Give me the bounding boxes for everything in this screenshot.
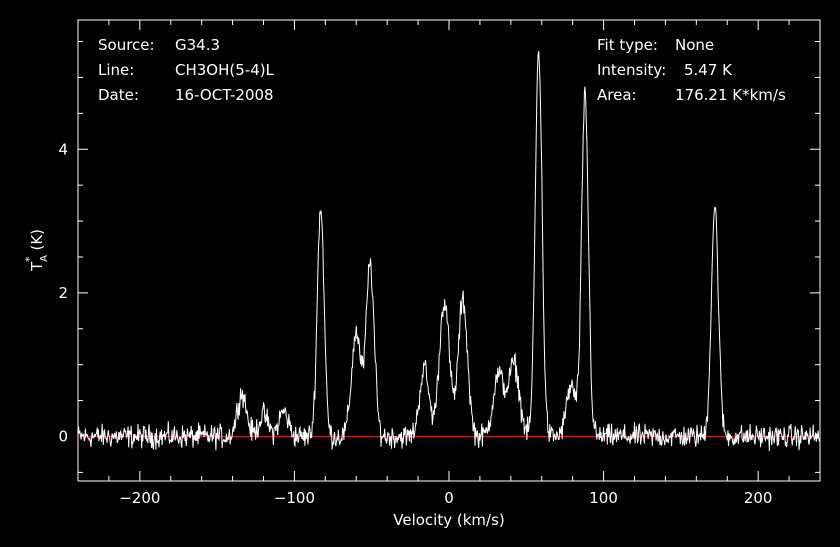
fit-type-label: Fit type: [597, 36, 658, 54]
x-tick-label: 0 [444, 489, 454, 507]
line-value: CH3OH(5-4)L [175, 61, 275, 79]
source-value: G34.3 [175, 36, 220, 54]
source-label: Source: [98, 36, 155, 54]
line-label: Line: [98, 61, 134, 79]
info-panel-right: Fit type: None Intensity: 5.47 K Area: 1… [597, 36, 786, 104]
y-axis-label: TA* (K) [23, 229, 50, 272]
intensity-label: Intensity: [597, 61, 666, 79]
y-axis-label-sub: A [39, 255, 50, 262]
area-value: 176.21 K*km/s [675, 86, 786, 104]
y-axis-label-unit: (K) [28, 229, 46, 251]
y-axis-label-sup: * [23, 256, 36, 262]
x-tick-label: −200 [119, 489, 160, 507]
date-label: Date: [98, 86, 139, 104]
fit-type-value: None [675, 36, 714, 54]
x-axis-label: Velocity (km/s) [393, 511, 504, 529]
y-tick-label: 2 [58, 284, 68, 302]
y-tick-label: 0 [58, 427, 68, 445]
y-axis-label-main: T [28, 261, 46, 272]
date-value: 16-OCT-2008 [175, 86, 274, 104]
x-tick-label: 100 [589, 489, 618, 507]
y-tick-label: 4 [58, 140, 68, 158]
y-axis-ticks: 0 2 4 [58, 41, 820, 473]
info-panel-left: Source: G34.3 Line: CH3OH(5-4)L Date: 16… [98, 36, 275, 104]
x-tick-label: 200 [744, 489, 773, 507]
area-label: Area: [597, 86, 637, 104]
x-axis-ticks: −200 −100 0 100 200 [77, 20, 821, 507]
spectrum-trace [77, 50, 820, 452]
svg-text:TA*(K): TA* (K) [23, 229, 50, 272]
intensity-value: 5.47 K [684, 61, 733, 79]
x-tick-label: −100 [274, 489, 315, 507]
